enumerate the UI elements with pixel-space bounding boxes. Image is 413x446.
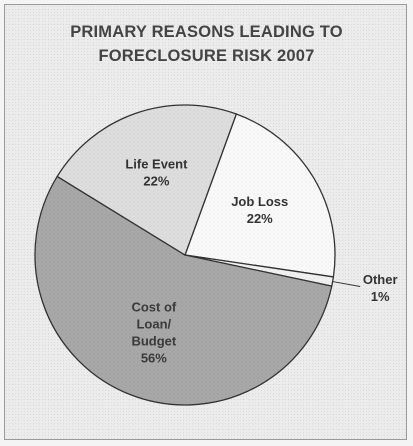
pie-slice-texture-cost-of-loan-budget (35, 176, 332, 405)
leader-line-other (332, 281, 361, 288)
slice-label-cost-of-loan-budget-line-2: Budget (131, 334, 176, 349)
chart-title-line-1: PRIMARY REASONS LEADING TO (70, 23, 343, 41)
slice-label-life-event-line-1: 22% (143, 173, 169, 188)
slice-label-cost-of-loan-budget-line-1: Loan/ (136, 317, 171, 332)
chart-title-line-2: FORECLOSURE RISK 2007 (98, 47, 315, 65)
chart-frame: PRIMARY REASONS LEADING TO FORECLOSURE R… (4, 4, 407, 440)
slice-label-life-event-line-0: Life Event (125, 156, 188, 171)
pie-chart: Job Loss 22% Other 1% Cost of Loan/Budget 56% L… (34, 104, 398, 406)
slice-label-other-line-1: 1% (371, 289, 390, 304)
slice-label-job-loss-line-1: 22% (247, 211, 273, 226)
pie-slice-texture-life-event (57, 105, 237, 256)
slice-label-job-loss-line-0: Job Loss (231, 194, 288, 209)
slice-label-other-line-0: Other (363, 272, 398, 287)
slice-label-cost-of-loan-budget-line-0: Cost of (131, 300, 176, 315)
pie-slice-texture-job-loss (185, 114, 335, 277)
slice-label-cost-of-loan-budget-line-3: 56% (141, 351, 167, 366)
